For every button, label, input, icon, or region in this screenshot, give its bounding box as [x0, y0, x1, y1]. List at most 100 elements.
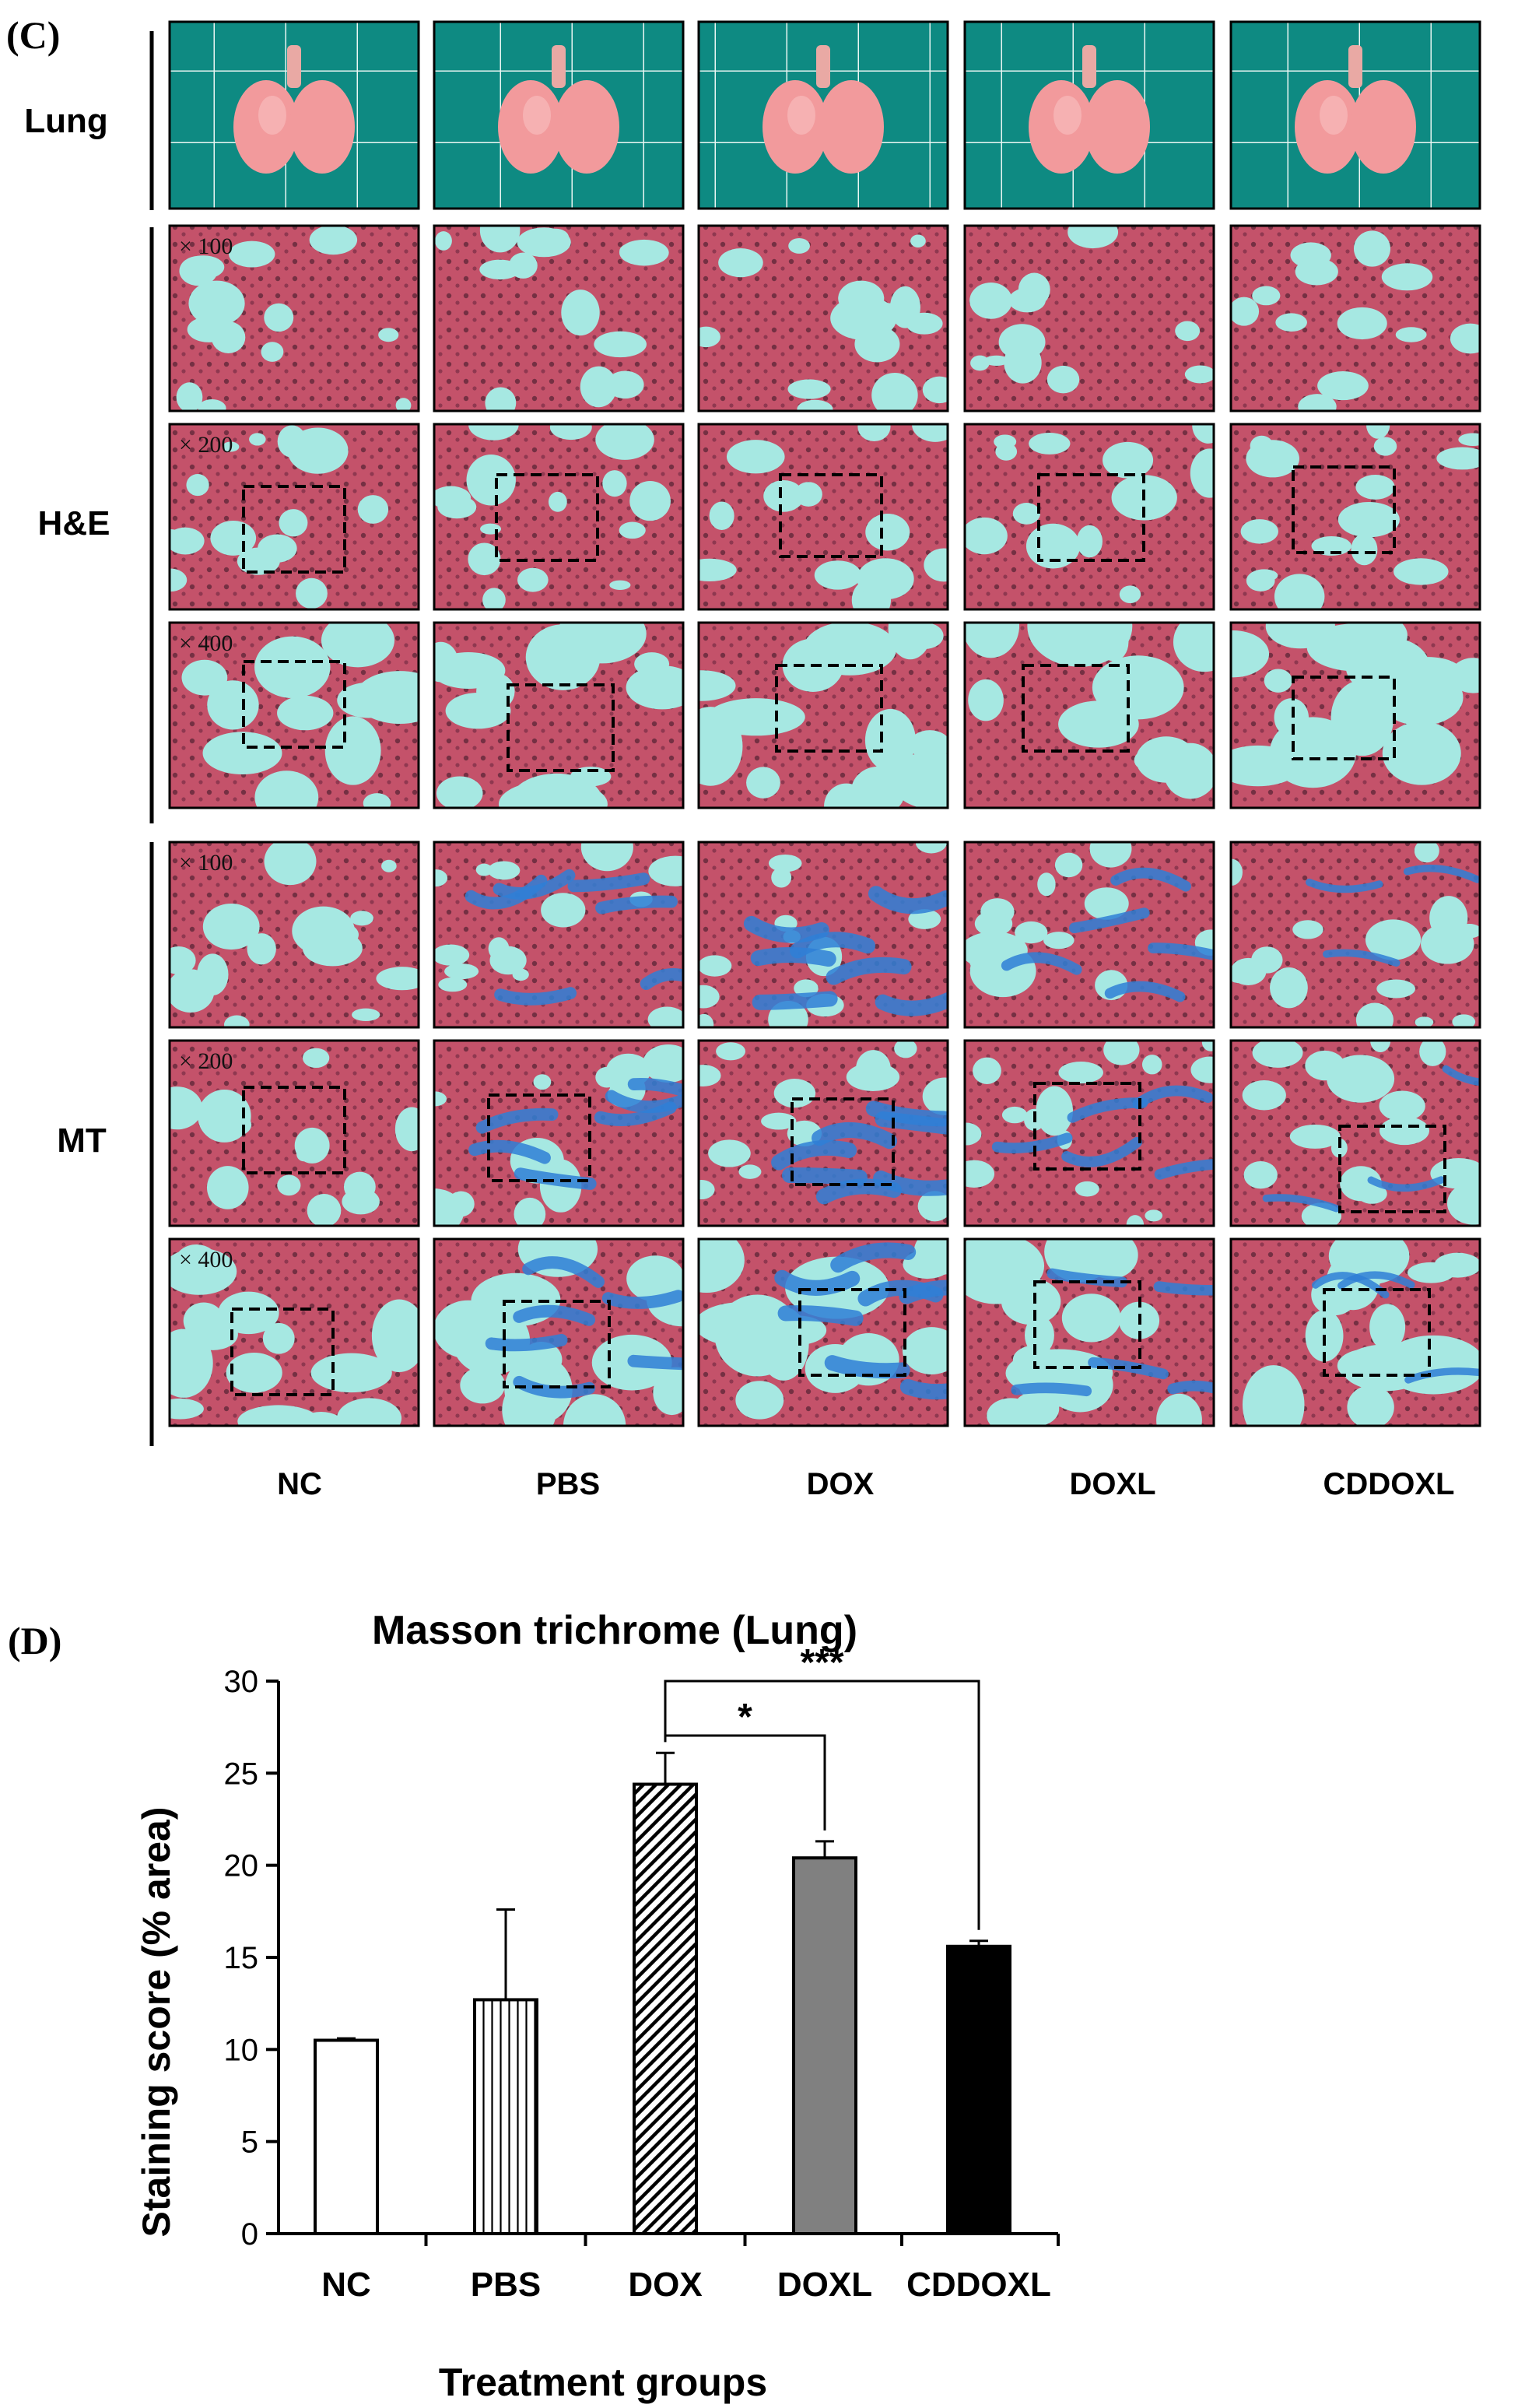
- airspace: [176, 382, 203, 411]
- airspace: [1330, 1138, 1348, 1158]
- image-frame: [168, 841, 420, 1029]
- airspace: [788, 237, 810, 254]
- trachea: [552, 45, 566, 88]
- micrograph-mt-doxl: [963, 841, 1215, 1029]
- airspace: [1024, 1315, 1054, 1355]
- bar-pbs: [473, 1998, 538, 2236]
- collagen-fiber: [743, 915, 829, 943]
- panel-d: (D) Masson trichrome (Lung) Staining sco…: [8, 1608, 1060, 2404]
- image-frame: [168, 1039, 420, 1227]
- airspace: [434, 944, 470, 966]
- airspace: [1252, 286, 1281, 306]
- airspace: [909, 730, 948, 760]
- collagen-fiber: [899, 1378, 948, 1400]
- zoom-region-box: [1292, 676, 1396, 760]
- airspace: [619, 243, 643, 259]
- airspace: [352, 1008, 380, 1022]
- airspace: [197, 953, 229, 996]
- airspace: [324, 716, 381, 785]
- image-frame: [697, 1039, 949, 1227]
- airspace: [1421, 923, 1474, 964]
- airspace: [965, 1160, 995, 1188]
- airspace: [1252, 1041, 1303, 1068]
- airspace: [249, 433, 266, 446]
- gross-lung-image-cddoxl: [1229, 20, 1481, 210]
- collagen-fiber: [640, 968, 683, 991]
- airspace: [247, 933, 276, 965]
- right-lung-lobe: [289, 80, 355, 174]
- airspace: [1001, 1106, 1028, 1124]
- image-frame: [1229, 20, 1481, 210]
- airspace: [915, 842, 947, 854]
- image-frame: [697, 841, 949, 1029]
- airspace: [350, 911, 373, 926]
- airspace: [699, 985, 720, 1009]
- collagen-fiber: [601, 1290, 683, 1309]
- micrograph-he-nc: × 200: [168, 423, 420, 611]
- airspace: [1231, 858, 1243, 886]
- airspace: [1365, 919, 1422, 960]
- airspace: [1378, 669, 1464, 726]
- y-tick-label: 20: [224, 1849, 259, 1883]
- airspace: [1201, 1041, 1214, 1051]
- airspace: [889, 286, 920, 328]
- airspace: [170, 527, 205, 555]
- micrograph-mt-cddoxl: [1229, 1039, 1481, 1227]
- row-label-lung: Lung: [24, 102, 108, 140]
- airspace: [1103, 1041, 1140, 1065]
- image-frame: [433, 224, 685, 412]
- airspace: [357, 495, 389, 524]
- airspace: [908, 909, 941, 929]
- collagen-fiber: [1132, 1085, 1214, 1110]
- trachea: [816, 45, 830, 88]
- airspace: [1452, 1014, 1476, 1027]
- image-frame: [168, 224, 420, 412]
- airspace: [223, 1015, 250, 1027]
- bar-doxl: [792, 1856, 857, 2235]
- airspace: [1394, 558, 1449, 585]
- airspace: [965, 517, 1008, 555]
- airspace: [803, 623, 897, 676]
- airspace: [699, 1239, 745, 1293]
- collagen-fiber: [824, 1355, 910, 1379]
- airspace: [1365, 424, 1390, 439]
- micrograph-he-dox: [697, 224, 949, 412]
- airspace: [709, 501, 734, 531]
- trachea: [1082, 45, 1096, 88]
- airspace: [206, 1166, 249, 1209]
- airspace: [580, 842, 633, 872]
- airspace: [865, 513, 910, 551]
- airspace: [787, 379, 831, 399]
- airspace: [773, 1079, 816, 1108]
- airspace: [970, 355, 990, 371]
- airspace: [797, 399, 833, 411]
- zoom-region-box: [495, 473, 599, 562]
- image-frame: [168, 1237, 420, 1427]
- airspace: [699, 326, 720, 348]
- airspace: [170, 1398, 204, 1420]
- airspace: [987, 1398, 1036, 1426]
- airspace: [626, 665, 683, 710]
- collagen-fiber: [1088, 1357, 1169, 1380]
- airspace: [1362, 647, 1424, 682]
- airspace: [303, 1048, 330, 1069]
- collagen-fiber: [513, 1375, 596, 1399]
- x-tick-label-doxl: DOXL: [777, 2266, 872, 2304]
- airspace: [595, 424, 654, 460]
- image-frame: [697, 20, 949, 210]
- airspace: [1068, 226, 1119, 249]
- airspace: [264, 303, 294, 332]
- airspace: [1012, 503, 1040, 525]
- airspace: [761, 1112, 797, 1130]
- airspace: [394, 1107, 419, 1152]
- collagen-fiber: [750, 947, 836, 967]
- collagen-fiber: [826, 957, 912, 985]
- airspace: [699, 1013, 714, 1027]
- collagen-fiber: [627, 1077, 683, 1097]
- airspace: [814, 560, 861, 590]
- tissue-nuclei: [965, 226, 1214, 411]
- micrograph-mt-doxl: [963, 1039, 1215, 1227]
- zoom-region-box: [1033, 1280, 1141, 1369]
- airspace: [511, 773, 602, 808]
- airspace: [699, 955, 732, 977]
